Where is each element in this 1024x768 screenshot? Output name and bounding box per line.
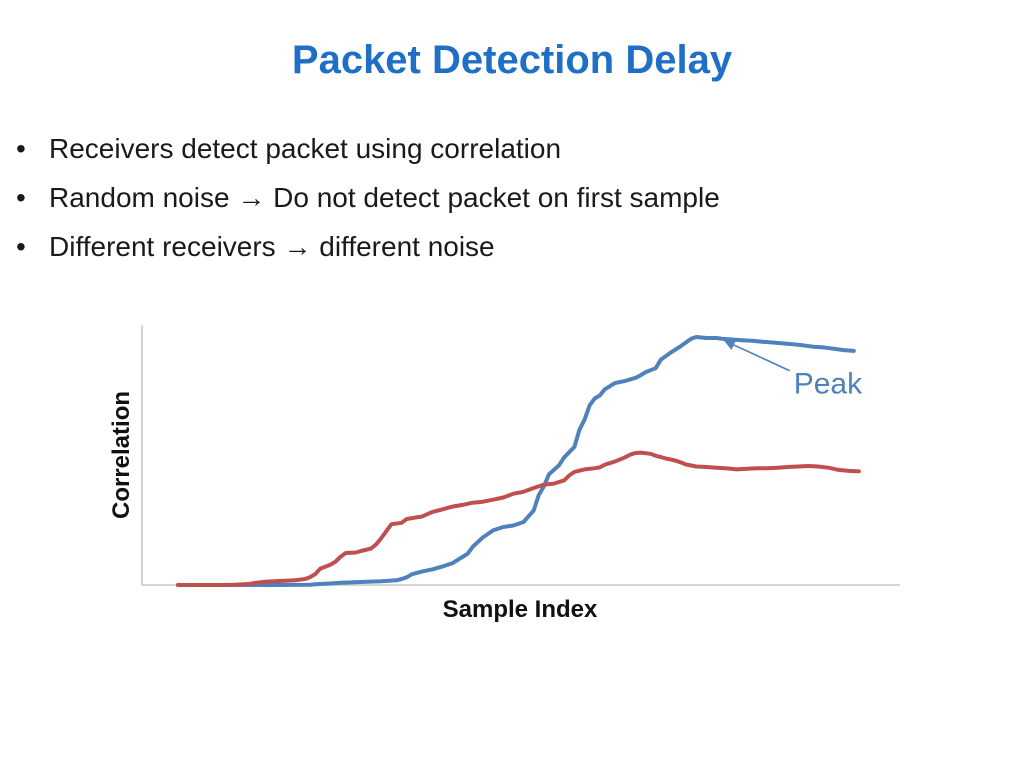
series-line-1 xyxy=(176,450,861,587)
bullet-text: Different receivers xyxy=(49,231,284,262)
x-axis-title: Sample Index xyxy=(443,596,598,623)
bullet-text: Do not detect packet on first sample xyxy=(265,182,720,213)
bullet-text: Receivers detect packet using correlatio… xyxy=(49,133,562,164)
y-axis-title: Correlation xyxy=(108,391,135,519)
bullet-list: Receivers detect packet using correlatio… xyxy=(16,124,720,271)
arrow-right-icon: → xyxy=(283,231,312,262)
series-layer xyxy=(176,335,861,587)
correlation-chart: Peak Sample Index Correlation xyxy=(108,325,900,623)
peak-arrow xyxy=(723,339,791,372)
bullet-item: Random noise → Do not detect packet on f… xyxy=(16,173,720,222)
peak-label: Peak xyxy=(794,368,863,401)
slide-title: Packet Detection Delay xyxy=(291,38,733,82)
bullet-item: Different receivers → different noise xyxy=(16,222,720,271)
arrow-right-icon: → xyxy=(237,182,266,213)
bullet-item: Receivers detect packet using correlatio… xyxy=(16,124,720,173)
bullet-text: Random noise xyxy=(49,182,238,213)
bullet-text: different noise xyxy=(311,231,495,262)
series-line-0 xyxy=(176,335,856,587)
